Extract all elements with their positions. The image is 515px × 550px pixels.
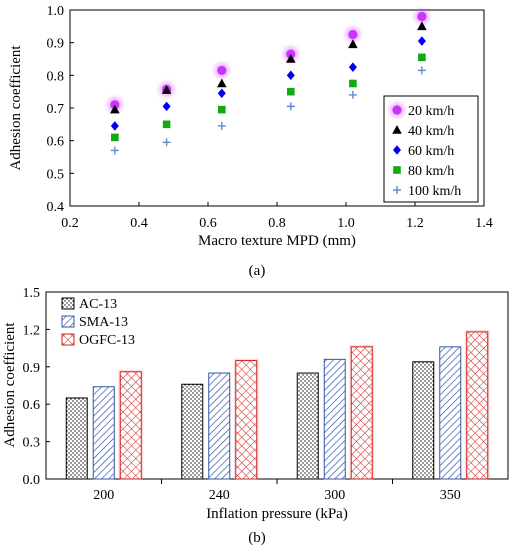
- point-plus: [286, 102, 295, 111]
- panel-label-b: (b): [248, 530, 266, 546]
- bar-sma-13: [439, 346, 462, 480]
- legend-marker-triangle: [392, 125, 402, 134]
- point-square: [287, 87, 295, 96]
- x-tick-label-a: 0.6: [199, 216, 217, 231]
- legend-label-b: AC-13: [79, 297, 117, 312]
- point-plus: [348, 90, 357, 99]
- legend-swatch-b: [61, 315, 75, 328]
- legend-a: 20 km/h 40 km/h 60 km/h 80 km/h 100 km/h: [389, 102, 461, 199]
- x-ticks-a: 0.2 0.4 0.6 0.8 1.0 1.2 1.4: [61, 202, 493, 231]
- legend-swatch-b: [61, 333, 75, 346]
- legend-label-b: OGFC-13: [79, 333, 135, 348]
- y-tick-label-b: 0.0: [23, 473, 41, 488]
- point-square: [162, 120, 171, 129]
- point-diamond: [110, 121, 119, 131]
- y-tick-label-b: 0.6: [23, 398, 41, 413]
- point-plus: [162, 138, 171, 147]
- legend-label-a: 20 km/h: [408, 104, 454, 119]
- scatter-chart-a: 0.2 0.4 0.6 0.8 1.0 1.2 1.4 0.40.50.60.70.80.9…: [8, 4, 493, 279]
- y-axis-label-b: Adhesion coefficient: [2, 322, 18, 448]
- legend-label-a: 80 km/h: [408, 164, 454, 179]
- point-plus: [110, 146, 119, 155]
- y-tick-label-a: 0.9: [47, 37, 65, 52]
- bar-sma-13: [208, 372, 231, 480]
- y-tick-label-b: 1.5: [23, 286, 41, 301]
- legend-marker-plus: [393, 186, 401, 194]
- legend-b: AC-13 SMA-13 OGFC-13: [61, 297, 135, 348]
- point-triangle: [110, 104, 120, 114]
- y-tick-label-a: 0.5: [47, 167, 65, 182]
- x-axis-label-b: Inflation pressure (kPa): [206, 506, 348, 522]
- y-ticks-b: 0.0 0.3 0.6 0.9 1.2 1.5: [23, 286, 50, 488]
- x-tick-label-a: 1.4: [475, 216, 493, 231]
- y-tick-label-b: 0.9: [23, 361, 41, 376]
- x-tick-label-a: 0.4: [130, 216, 148, 231]
- y-ticks-a: 0.4 0.5 0.6 0.7 0.8 0.9 1.0: [47, 4, 74, 215]
- bar-ac-13: [181, 383, 204, 480]
- bar-ac-13: [412, 361, 435, 480]
- point-square: [349, 79, 357, 88]
- bar-sma-13: [92, 386, 115, 480]
- bar-sma-13: [323, 358, 346, 480]
- bar-chart-b: 0.0 0.3 0.6 0.9 1.2 1.5 200 240 300 350 Inflatio…: [2, 286, 509, 546]
- point-diamond: [348, 62, 357, 72]
- legend-marker-circle: [392, 105, 402, 115]
- x-tick-label-a: 0.2: [61, 216, 79, 231]
- bars-b: [65, 329, 490, 480]
- point-diamond: [162, 101, 171, 112]
- y-tick-label-a: 0.4: [47, 200, 65, 215]
- legend-label-a: 60 km/h: [408, 144, 454, 159]
- legend-swatch-b: [61, 297, 75, 310]
- point-diamond: [417, 36, 426, 46]
- point-square: [418, 53, 426, 62]
- legend-label-a: 100 km/h: [408, 184, 461, 199]
- point-triangle: [348, 39, 358, 49]
- scatter-marks-a: [107, 9, 430, 155]
- x-ticks-b: 200 240 300 350: [93, 479, 461, 503]
- bar-ac-13: [65, 397, 88, 480]
- point-triangle: [217, 78, 227, 88]
- point-plus: [417, 66, 426, 75]
- x-tick-label-b: 300: [324, 488, 345, 503]
- y-axis-label-a: Adhesion coefficient: [8, 45, 24, 171]
- bar-ac-13: [296, 372, 319, 480]
- legend-marker-square: [393, 166, 401, 174]
- point-diamond: [217, 88, 226, 99]
- x-tick-label-a: 1.2: [406, 216, 424, 231]
- point-circle: [417, 11, 427, 22]
- y-tick-label-a: 0.6: [47, 135, 65, 150]
- x-tick-label-a: 1.0: [337, 216, 355, 231]
- legend-label-b: SMA-13: [79, 315, 128, 330]
- point-circle: [348, 29, 358, 40]
- point-diamond: [286, 70, 295, 81]
- point-triangle: [417, 21, 427, 31]
- point-circle: [217, 65, 227, 76]
- y-tick-label-b: 1.2: [23, 323, 41, 338]
- x-tick-label-a: 0.8: [268, 216, 286, 231]
- bar-ogfc-13: [350, 346, 373, 480]
- point-square: [218, 105, 226, 114]
- y-tick-label-a: 0.8: [47, 69, 65, 84]
- legend-label-a: 40 km/h: [408, 124, 454, 139]
- x-tick-label-b: 200: [93, 488, 114, 503]
- bar-ogfc-13: [235, 360, 258, 480]
- x-tick-label-b: 350: [440, 488, 461, 503]
- point-triangle: [161, 85, 172, 94]
- y-tick-label-a: 0.7: [47, 102, 65, 117]
- point-plus: [217, 121, 226, 130]
- point-square: [111, 133, 119, 142]
- y-tick-label-b: 0.3: [23, 436, 41, 451]
- x-tick-label-b: 240: [209, 488, 230, 503]
- x-axis-label-a: Macro texture MPD (mm): [198, 233, 356, 249]
- point-triangle: [286, 54, 296, 63]
- bar-ogfc-13: [119, 371, 142, 480]
- y-tick-label-a: 1.0: [47, 4, 65, 19]
- legend-marker-diamond: [393, 145, 401, 155]
- panel-label-a: (a): [249, 263, 266, 279]
- bar-ogfc-13: [466, 331, 489, 480]
